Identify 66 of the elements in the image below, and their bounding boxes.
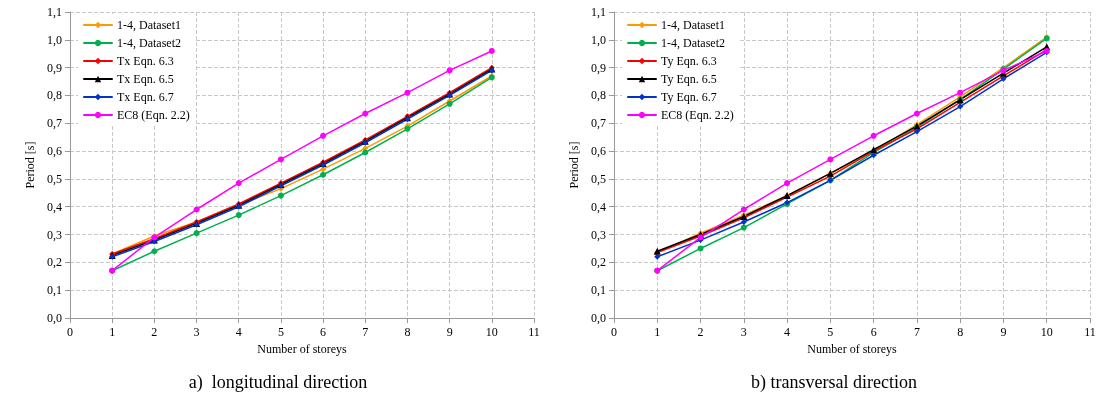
x-tick-label: 6: [320, 325, 327, 339]
legend-label: 1-4, Dataset2: [661, 36, 725, 50]
y-tick-label: 0,2: [591, 255, 606, 270]
x-tick-label: 8: [957, 325, 964, 339]
x-tick-label: 4: [235, 325, 242, 339]
x-tick-label: 7: [362, 325, 369, 339]
x-tick-label: 0: [67, 325, 73, 339]
y-tick-label: 0,5: [591, 171, 606, 186]
x-tick-label: 4: [784, 325, 791, 339]
x-tick-label: 2: [697, 325, 704, 339]
legend-label: 1-4, Dataset2: [117, 36, 181, 50]
text: a) longitudinal direction: [188, 372, 368, 393]
legend-label: Ty Eqn. 6.7: [661, 90, 717, 104]
x-tick-label: 10: [1040, 325, 1053, 339]
x-tick-label: 9: [446, 325, 453, 339]
x-tick-label: 7: [913, 325, 920, 339]
y-tick-label: 0,7: [47, 116, 62, 131]
y-tick-label: 0,8: [591, 88, 606, 103]
y-tick-label: 1,0: [47, 32, 62, 47]
y-tick-label: 0,6: [47, 144, 62, 159]
y-tick-label: 0,4: [591, 199, 606, 214]
legend-label: EC8 (Eqn. 2.2): [661, 108, 734, 122]
x-tick-label: 8: [404, 325, 411, 339]
legend-label: Ty Eqn. 6.5: [661, 72, 717, 86]
y-tick-label: 0,1: [47, 283, 62, 298]
x-tick-label: 3: [740, 325, 747, 339]
x-tick-label: 3: [193, 325, 200, 339]
legend-label: 1-4, Dataset1: [117, 18, 181, 32]
y-tick-label: 1,1: [47, 5, 62, 19]
y-tick-label: 0,3: [591, 227, 606, 242]
x-tick-label: 9: [1000, 325, 1007, 339]
text: b) transversal direction: [751, 372, 917, 393]
legend-label: 1-4, Dataset1: [661, 18, 725, 32]
x-tick-label: 5: [277, 325, 284, 339]
y-axis-title: Period [s]: [23, 141, 38, 189]
y-axis-title: Period [s]: [567, 141, 582, 189]
y-tick-label: 0,2: [47, 255, 62, 270]
y-tick-label: 0,7: [591, 116, 606, 131]
y-tick-label: 0,0: [591, 311, 606, 325]
x-tick-label: 2: [151, 325, 158, 339]
legend-label: Ty Eqn. 6.3: [661, 54, 717, 68]
y-tick-label: 0,9: [591, 60, 606, 75]
y-tick-label: 1,1: [591, 5, 606, 19]
y-tick-label: 0,3: [47, 227, 62, 242]
legend-label: Tx Eqn. 6.5: [117, 72, 174, 86]
x-tick-label: 10: [485, 325, 498, 339]
y-tick-label: 0,1: [591, 283, 606, 298]
legend-label: Tx Eqn. 6.7: [117, 90, 174, 104]
y-tick-label: 0,5: [47, 171, 62, 186]
x-tick-label: 6: [870, 325, 877, 339]
y-tick-label: 0,4: [47, 199, 62, 214]
y-tick-label: 0,8: [47, 88, 62, 103]
legend-label: Tx Eqn. 6.3: [117, 54, 174, 68]
x-tick-label: 1: [654, 325, 661, 339]
x-tick-label: 11: [1084, 325, 1096, 339]
y-tick-label: 0,9: [47, 60, 62, 75]
y-tick-label: 0,0: [47, 311, 62, 325]
x-axis-title: Number of storeys: [257, 341, 347, 356]
x-tick-label: 11: [528, 325, 540, 339]
y-tick-label: 1,0: [591, 32, 606, 47]
x-tick-label: 1: [109, 325, 116, 339]
x-tick-label: 5: [827, 325, 834, 339]
x-tick-label: 0: [611, 325, 617, 339]
x-axis-title: Number of storeys: [807, 341, 897, 356]
y-tick-label: 0,6: [591, 144, 606, 159]
legend-label: EC8 (Eqn. 2.2): [117, 108, 190, 122]
